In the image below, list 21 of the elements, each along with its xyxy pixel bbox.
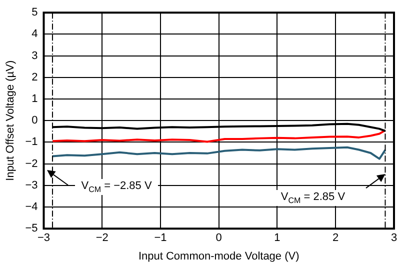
x-tick-label: −1 xyxy=(154,232,167,244)
y-tick-label: 2 xyxy=(32,71,38,84)
x-tick-label: −2 xyxy=(96,232,108,244)
y-axis-title: Input Offset Voltage (µV) xyxy=(4,60,17,181)
y-tick-label: 1 xyxy=(32,93,38,106)
y-tick-label: −2 xyxy=(25,158,38,170)
y-tick-label: −3 xyxy=(25,179,38,192)
annotation: V$_{CM}$ = 2.85 V xyxy=(274,190,352,206)
y-tick-label: −1 xyxy=(25,136,38,148)
annotation: V$_{CM}$ = −2.85 V xyxy=(75,178,158,196)
y-tick-label: 4 xyxy=(32,28,38,40)
x-tick-label: 3 xyxy=(390,232,398,244)
x-tick-label: 0 xyxy=(216,232,222,244)
y-tick-label: −4 xyxy=(25,201,38,214)
x-tick-label: 2 xyxy=(332,232,339,244)
y-tick-label: −5 xyxy=(25,222,38,235)
y-tick-label: 3 xyxy=(32,50,38,62)
y-tick-label: 5 xyxy=(32,6,38,19)
y-tick-label: 0 xyxy=(32,114,38,127)
x-tick-label: 1 xyxy=(274,232,280,244)
x-axis-title: Input Common-mode Voltage (V) xyxy=(138,250,300,262)
